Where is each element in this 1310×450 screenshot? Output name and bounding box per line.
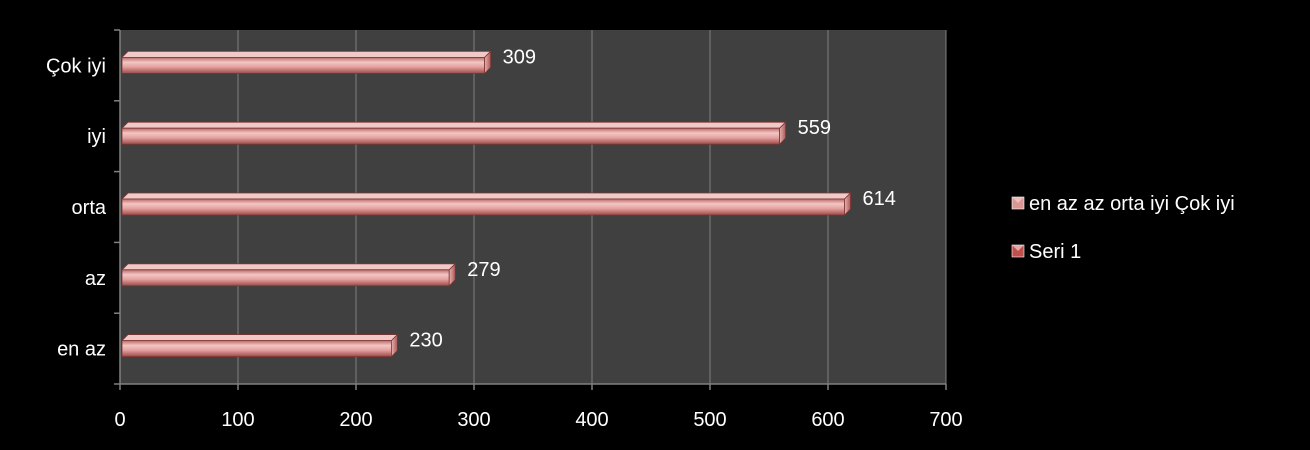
bar-3 [121, 121, 787, 146]
bar-front-3 [121, 127, 781, 145]
bars [121, 50, 852, 358]
y-tick-label-3: iyi [87, 126, 106, 148]
bar-top-1 [121, 263, 457, 271]
legend-entry-0: en az az orta iyi Çok iyi [1011, 193, 1235, 215]
data-label-4: 309 [503, 46, 536, 68]
bar-cap-4 [484, 50, 492, 75]
bar-cap-1 [448, 262, 456, 287]
bar-cap-3 [779, 121, 787, 146]
data-labels: 230 279 614 559 309 [409, 46, 895, 351]
legend-swatch-shine-1 [1012, 245, 1024, 251]
x-tick-label-4: 400 [575, 409, 608, 431]
y-tick-label-0: en az [57, 339, 106, 361]
bar-top-3 [121, 121, 787, 129]
y-tick-label-2: orta [72, 197, 107, 219]
data-label-1: 279 [467, 259, 500, 281]
legend-entry-1: Seri 1 [1011, 241, 1081, 263]
axes [114, 29, 947, 390]
bar-front-1 [121, 269, 450, 287]
legend-swatch-shine-0 [1012, 197, 1024, 203]
tick-labels: 0 100 200 300 400 500 600 700 en az az orta iyi Çok … [46, 55, 963, 431]
y-tick-label-1: az [85, 268, 106, 290]
legend-label-1: Seri 1 [1029, 241, 1081, 263]
bar-cap-0 [390, 333, 398, 358]
bar-0 [121, 333, 399, 358]
data-label-0: 230 [409, 330, 442, 352]
bar-1 [121, 262, 457, 287]
legend-label-0: en az az orta iyi Çok iyi [1029, 193, 1235, 215]
bar-top-0 [121, 334, 399, 342]
x-tick-label-2: 200 [339, 409, 372, 431]
bar-cap-2 [844, 192, 851, 216]
x-tick-label-6: 600 [811, 409, 844, 431]
legend: en az az orta iyi Çok iyi Seri 1 [1011, 193, 1235, 263]
bar-front-4 [121, 57, 486, 74]
bar-front-2 [121, 198, 845, 216]
x-tick-label-1: 100 [221, 409, 254, 431]
bar-4 [121, 50, 492, 75]
data-label-2: 614 [863, 188, 896, 210]
bar-top-4 [121, 51, 492, 58]
bar-front-0 [121, 340, 392, 358]
x-tick-label-0: 0 [114, 409, 125, 431]
x-tick-label-7: 700 [929, 409, 962, 431]
bar-top-2 [121, 192, 852, 200]
x-tick-label-3: 300 [457, 409, 490, 431]
y-tick-label-4: Çok iyi [46, 55, 106, 77]
bar-2 [121, 192, 852, 216]
data-label-3: 559 [798, 117, 831, 139]
x-tick-label-5: 500 [693, 409, 726, 431]
